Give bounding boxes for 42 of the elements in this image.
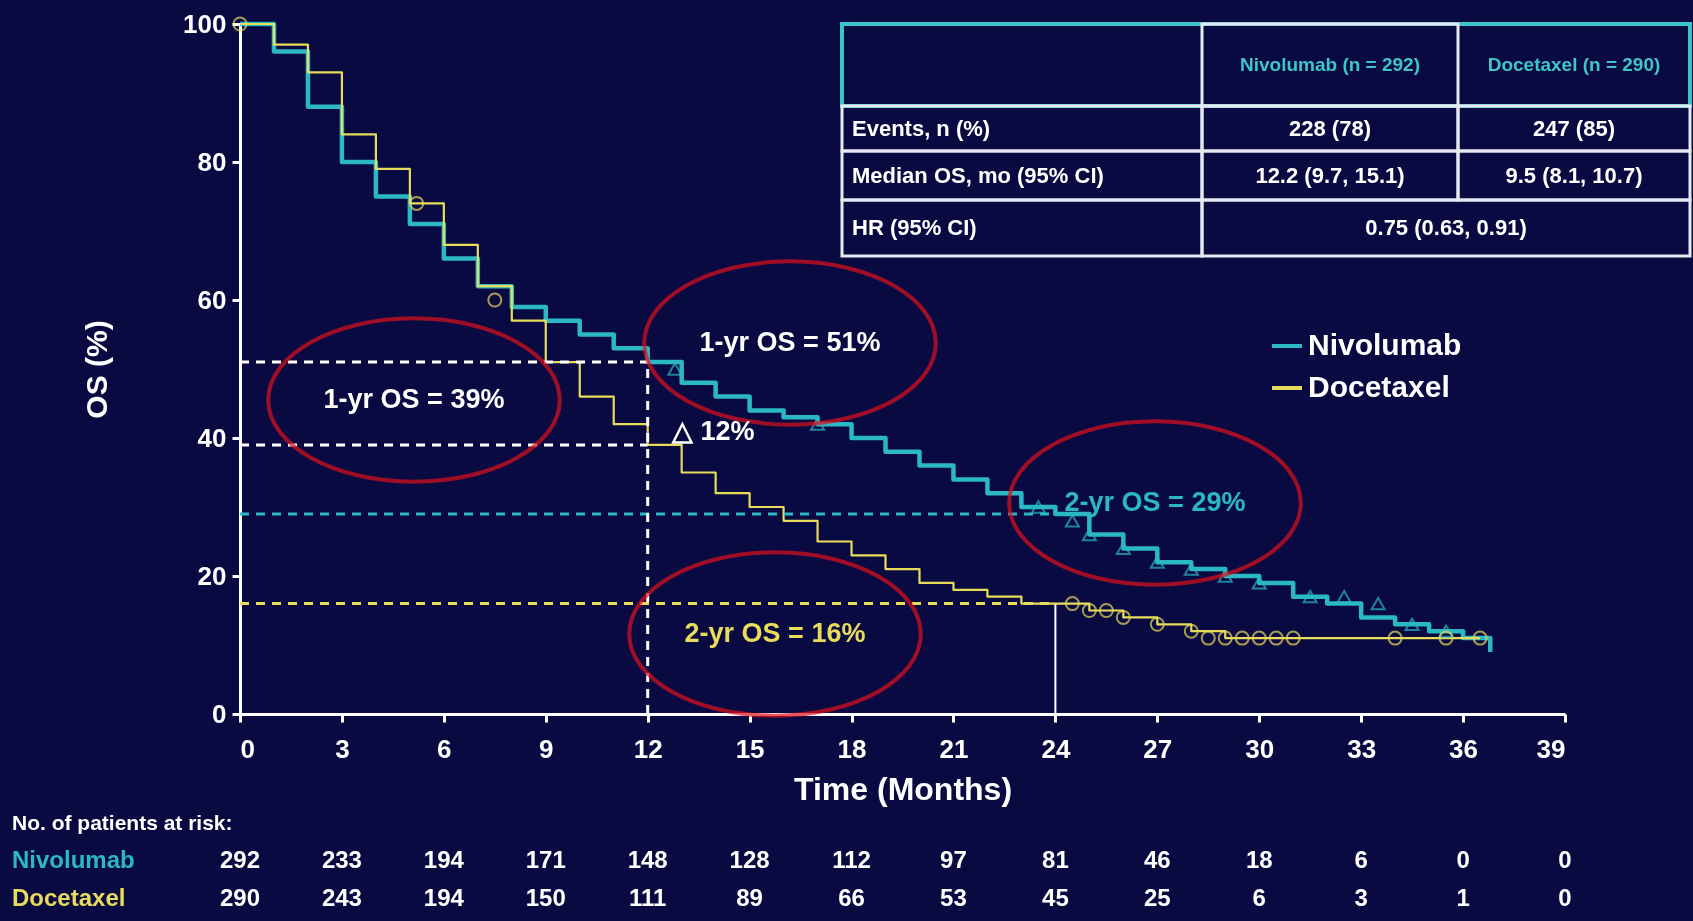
annotation: 228 (78) — [1289, 115, 1371, 141]
x-axis-title: Time (Months) — [793, 770, 1013, 807]
x-tick-label: 15 — [735, 733, 765, 764]
text: No. of patients at risk: — [12, 811, 233, 834]
x-tick-label: 39 — [1536, 733, 1566, 764]
x-tick-label: 12 — [633, 733, 663, 764]
annotation: 0.75 (0.63, 0.91) — [1365, 215, 1527, 240]
x-tick-label: 36 — [1449, 733, 1479, 764]
text: Docetaxel 290 243 194 150 111 89 66 53 45 25 6 3 1 0 — [12, 884, 1572, 911]
annotation: 12.2 (9.7, 15.1) — [1255, 162, 1405, 188]
annotation: 247 (85) — [1533, 115, 1615, 141]
x-tick-label: 0 — [240, 733, 255, 764]
y-tick-label: 100 — [183, 8, 227, 39]
annotation: △ 12% — [671, 416, 755, 446]
x-tick-label: 27 — [1143, 733, 1173, 764]
x-tick-label: 3 — [335, 733, 350, 764]
annotation: 9.5 (8.1, 10.7) — [1505, 162, 1643, 188]
legend-label: Nivolumab — [1308, 328, 1462, 361]
x-tick-label: 21 — [939, 733, 969, 764]
annotation: 2-yr OS = 29% — [1064, 487, 1246, 517]
annotation: HR (95% CI) — [852, 215, 977, 240]
x-tick-label: 9 — [539, 733, 554, 764]
annotation: 2-yr OS = 16% — [684, 618, 866, 648]
x-tick-label: 33 — [1347, 733, 1377, 764]
annotation: Events, n (%) — [852, 115, 991, 141]
annotation: Nivolumab (n = 292) — [1239, 54, 1421, 75]
y-tick-label: 80 — [197, 146, 227, 177]
x-tick-label: 24 — [1041, 733, 1071, 764]
legend-label: Docetaxel — [1308, 370, 1450, 403]
y-axis-title: OS (%) — [80, 320, 114, 419]
x-tick-label: 18 — [837, 733, 867, 764]
annotation: Docetaxel (n = 290) — [1487, 54, 1661, 75]
annotation: 1-yr OS = 39% — [323, 384, 505, 414]
x-tick-label: 30 — [1245, 733, 1275, 764]
y-tick-label: 40 — [197, 422, 227, 453]
annotation: 1-yr OS = 51% — [699, 327, 881, 357]
y-tick-label: 60 — [197, 284, 227, 315]
x-tick-label: 6 — [437, 733, 452, 764]
annotation: Median OS, mo (95% CI) — [852, 162, 1104, 188]
y-tick-label: 0 — [212, 698, 227, 729]
y-tick-label: 20 — [197, 560, 227, 591]
text: Nivolumab 292 233 194 171 148 128 112 97 81 46 18 6 0 0 — [12, 846, 1572, 873]
